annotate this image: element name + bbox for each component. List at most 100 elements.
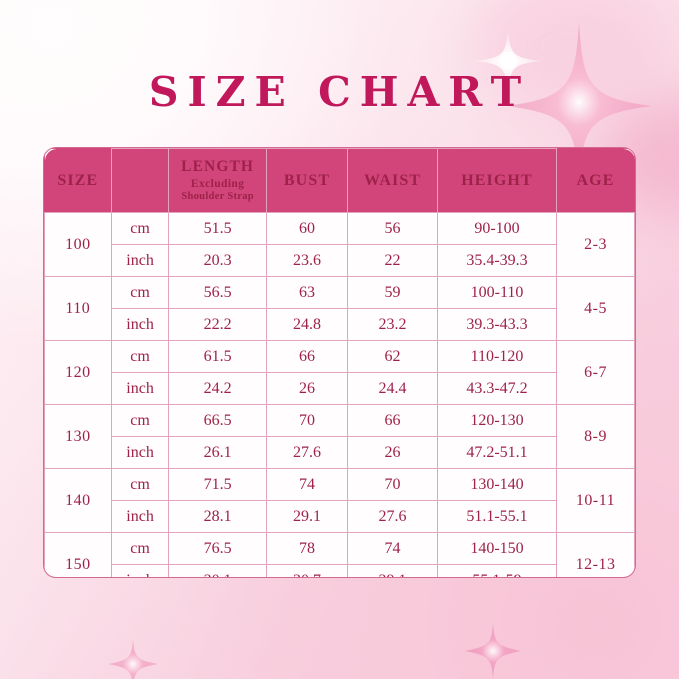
sparkle-icon <box>107 638 159 679</box>
table-header-row: SIZE LENGTH Excluding Shoulder Strap BUS… <box>44 148 635 213</box>
cell-waist: 29.1 <box>347 564 438 577</box>
cell-size: 130 <box>44 404 112 469</box>
cell-waist: 62 <box>347 340 438 373</box>
cell-age: 8-9 <box>556 404 635 469</box>
cell-length: 20.3 <box>168 244 267 277</box>
cell-waist: 23.2 <box>347 308 438 341</box>
cell-bust: 74 <box>265 468 349 501</box>
column-header-age: AGE <box>556 148 635 213</box>
cell-unit-cm: cm <box>110 468 170 501</box>
table-row: 120 cm 61.5 66 62 110-120 6-7 <box>44 340 635 405</box>
cell-length: 56.5 <box>168 276 267 309</box>
cell-age: 2-3 <box>556 212 635 277</box>
cell-height: 47.2-51.1 <box>436 436 558 469</box>
size-chart-table: SIZE LENGTH Excluding Shoulder Strap BUS… <box>44 148 635 577</box>
cell-height: 140-150 <box>436 532 558 565</box>
cell-waist: 74 <box>347 532 438 565</box>
column-header-length-sub1: Excluding <box>190 177 245 190</box>
cell-unit-inch: inch <box>110 500 170 533</box>
cell-unit-inch: inch <box>110 244 170 277</box>
table-row: 150 cm 76.5 78 74 140-150 12-13 <box>44 532 635 577</box>
cell-unit-inch: inch <box>110 436 170 469</box>
sparkle-icon <box>464 622 522 679</box>
column-header-length-main: LENGTH <box>181 157 255 175</box>
cell-unit-cm: cm <box>110 532 170 565</box>
table-row: 130 cm 66.5 70 66 120-130 8-9 <box>44 404 635 469</box>
cell-size: 150 <box>44 532 112 577</box>
cell-unit-cm: cm <box>110 340 170 373</box>
table-row: inch 24.2 26 24.4 43.3-47.2 <box>45 372 635 405</box>
cell-size: 100 <box>44 212 112 277</box>
cell-height: 35.4-39.3 <box>436 244 558 277</box>
cell-bust: 66 <box>265 340 349 373</box>
cell-waist: 56 <box>347 212 438 245</box>
cell-unit-inch: inch <box>110 372 170 405</box>
cell-bust: 30.7 <box>265 564 349 577</box>
column-header-unit <box>110 148 170 213</box>
size-chart-table-container: SIZE LENGTH Excluding Shoulder Strap BUS… <box>43 147 636 578</box>
cell-height: 100-110 <box>436 276 558 309</box>
cell-length: 51.5 <box>168 212 267 245</box>
cell-size: 110 <box>44 276 112 341</box>
cell-unit-cm: cm <box>110 212 170 245</box>
cell-unit-cm: cm <box>110 276 170 309</box>
table-row: inch 20.3 23.6 22 35.4-39.3 <box>45 244 635 277</box>
cell-length: 22.2 <box>168 308 267 341</box>
cell-length: 26.1 <box>168 436 267 469</box>
cell-age: 6-7 <box>556 340 635 405</box>
cell-length: 30.1 <box>168 564 267 577</box>
cell-bust: 63 <box>265 276 349 309</box>
column-header-height: HEIGHT <box>436 148 558 213</box>
cell-height: 130-140 <box>436 468 558 501</box>
column-header-waist: WAIST <box>347 148 438 213</box>
table-row: 110 cm 56.5 63 59 100-110 4-5 <box>44 276 635 341</box>
cell-height: 43.3-47.2 <box>436 372 558 405</box>
cell-height: 120-130 <box>436 404 558 437</box>
cell-waist: 70 <box>347 468 438 501</box>
cell-length: 76.5 <box>168 532 267 565</box>
cell-bust: 24.8 <box>265 308 349 341</box>
cell-waist: 24.4 <box>347 372 438 405</box>
cell-bust: 26 <box>265 372 349 405</box>
cell-unit-inch: inch <box>110 564 170 577</box>
cell-unit-inch: inch <box>110 308 170 341</box>
cell-waist: 26 <box>347 436 438 469</box>
cell-size: 140 <box>44 468 112 533</box>
cell-bust: 78 <box>265 532 349 565</box>
cell-waist: 66 <box>347 404 438 437</box>
table-row: inch30.130.729.155.1-59 <box>45 564 635 577</box>
cell-bust: 27.6 <box>265 436 349 469</box>
table-header: SIZE LENGTH Excluding Shoulder Strap BUS… <box>44 148 635 213</box>
cell-bust: 29.1 <box>265 500 349 533</box>
cell-waist: 27.6 <box>347 500 438 533</box>
cell-height: 51.1-55.1 <box>436 500 558 533</box>
cell-length: 28.1 <box>168 500 267 533</box>
column-header-length-sub2: Shoulder Strap <box>181 190 254 202</box>
cell-size: 120 <box>44 340 112 405</box>
cell-length: 24.2 <box>168 372 267 405</box>
table-row: 140 cm 71.5 74 70 130-140 10-11 <box>44 468 635 533</box>
cell-length: 61.5 <box>168 340 267 373</box>
cell-unit-cm: cm <box>110 404 170 437</box>
table-row: 100 cm 51.5 60 56 90-100 2-3 <box>44 212 635 277</box>
cell-bust: 70 <box>265 404 349 437</box>
column-header-length: LENGTH Excluding Shoulder Strap <box>168 148 267 213</box>
cell-age: 4-5 <box>556 276 635 341</box>
page-title: SIZE CHART <box>148 68 531 116</box>
table-row: inch 22.2 24.8 23.2 39.3-43.3 <box>45 308 635 341</box>
table-row: inch 28.1 29.1 27.6 51.1-55.1 <box>45 500 635 533</box>
cell-length: 66.5 <box>168 404 267 437</box>
cell-height: 90-100 <box>436 212 558 245</box>
cell-length: 71.5 <box>168 468 267 501</box>
cell-age: 12-13 <box>556 532 635 577</box>
column-header-size: SIZE <box>44 148 112 213</box>
cell-bust: 60 <box>265 212 349 245</box>
table-body: 100 cm 51.5 60 56 90-100 2-3 inch 20.3 23.6 22 35.4… <box>44 212 635 577</box>
cell-waist: 59 <box>347 276 438 309</box>
cell-height: 110-120 <box>436 340 558 373</box>
cell-height: 55.1-59 <box>436 564 558 577</box>
cell-waist: 22 <box>347 244 438 277</box>
column-header-bust: BUST <box>265 148 349 213</box>
cell-height: 39.3-43.3 <box>436 308 558 341</box>
